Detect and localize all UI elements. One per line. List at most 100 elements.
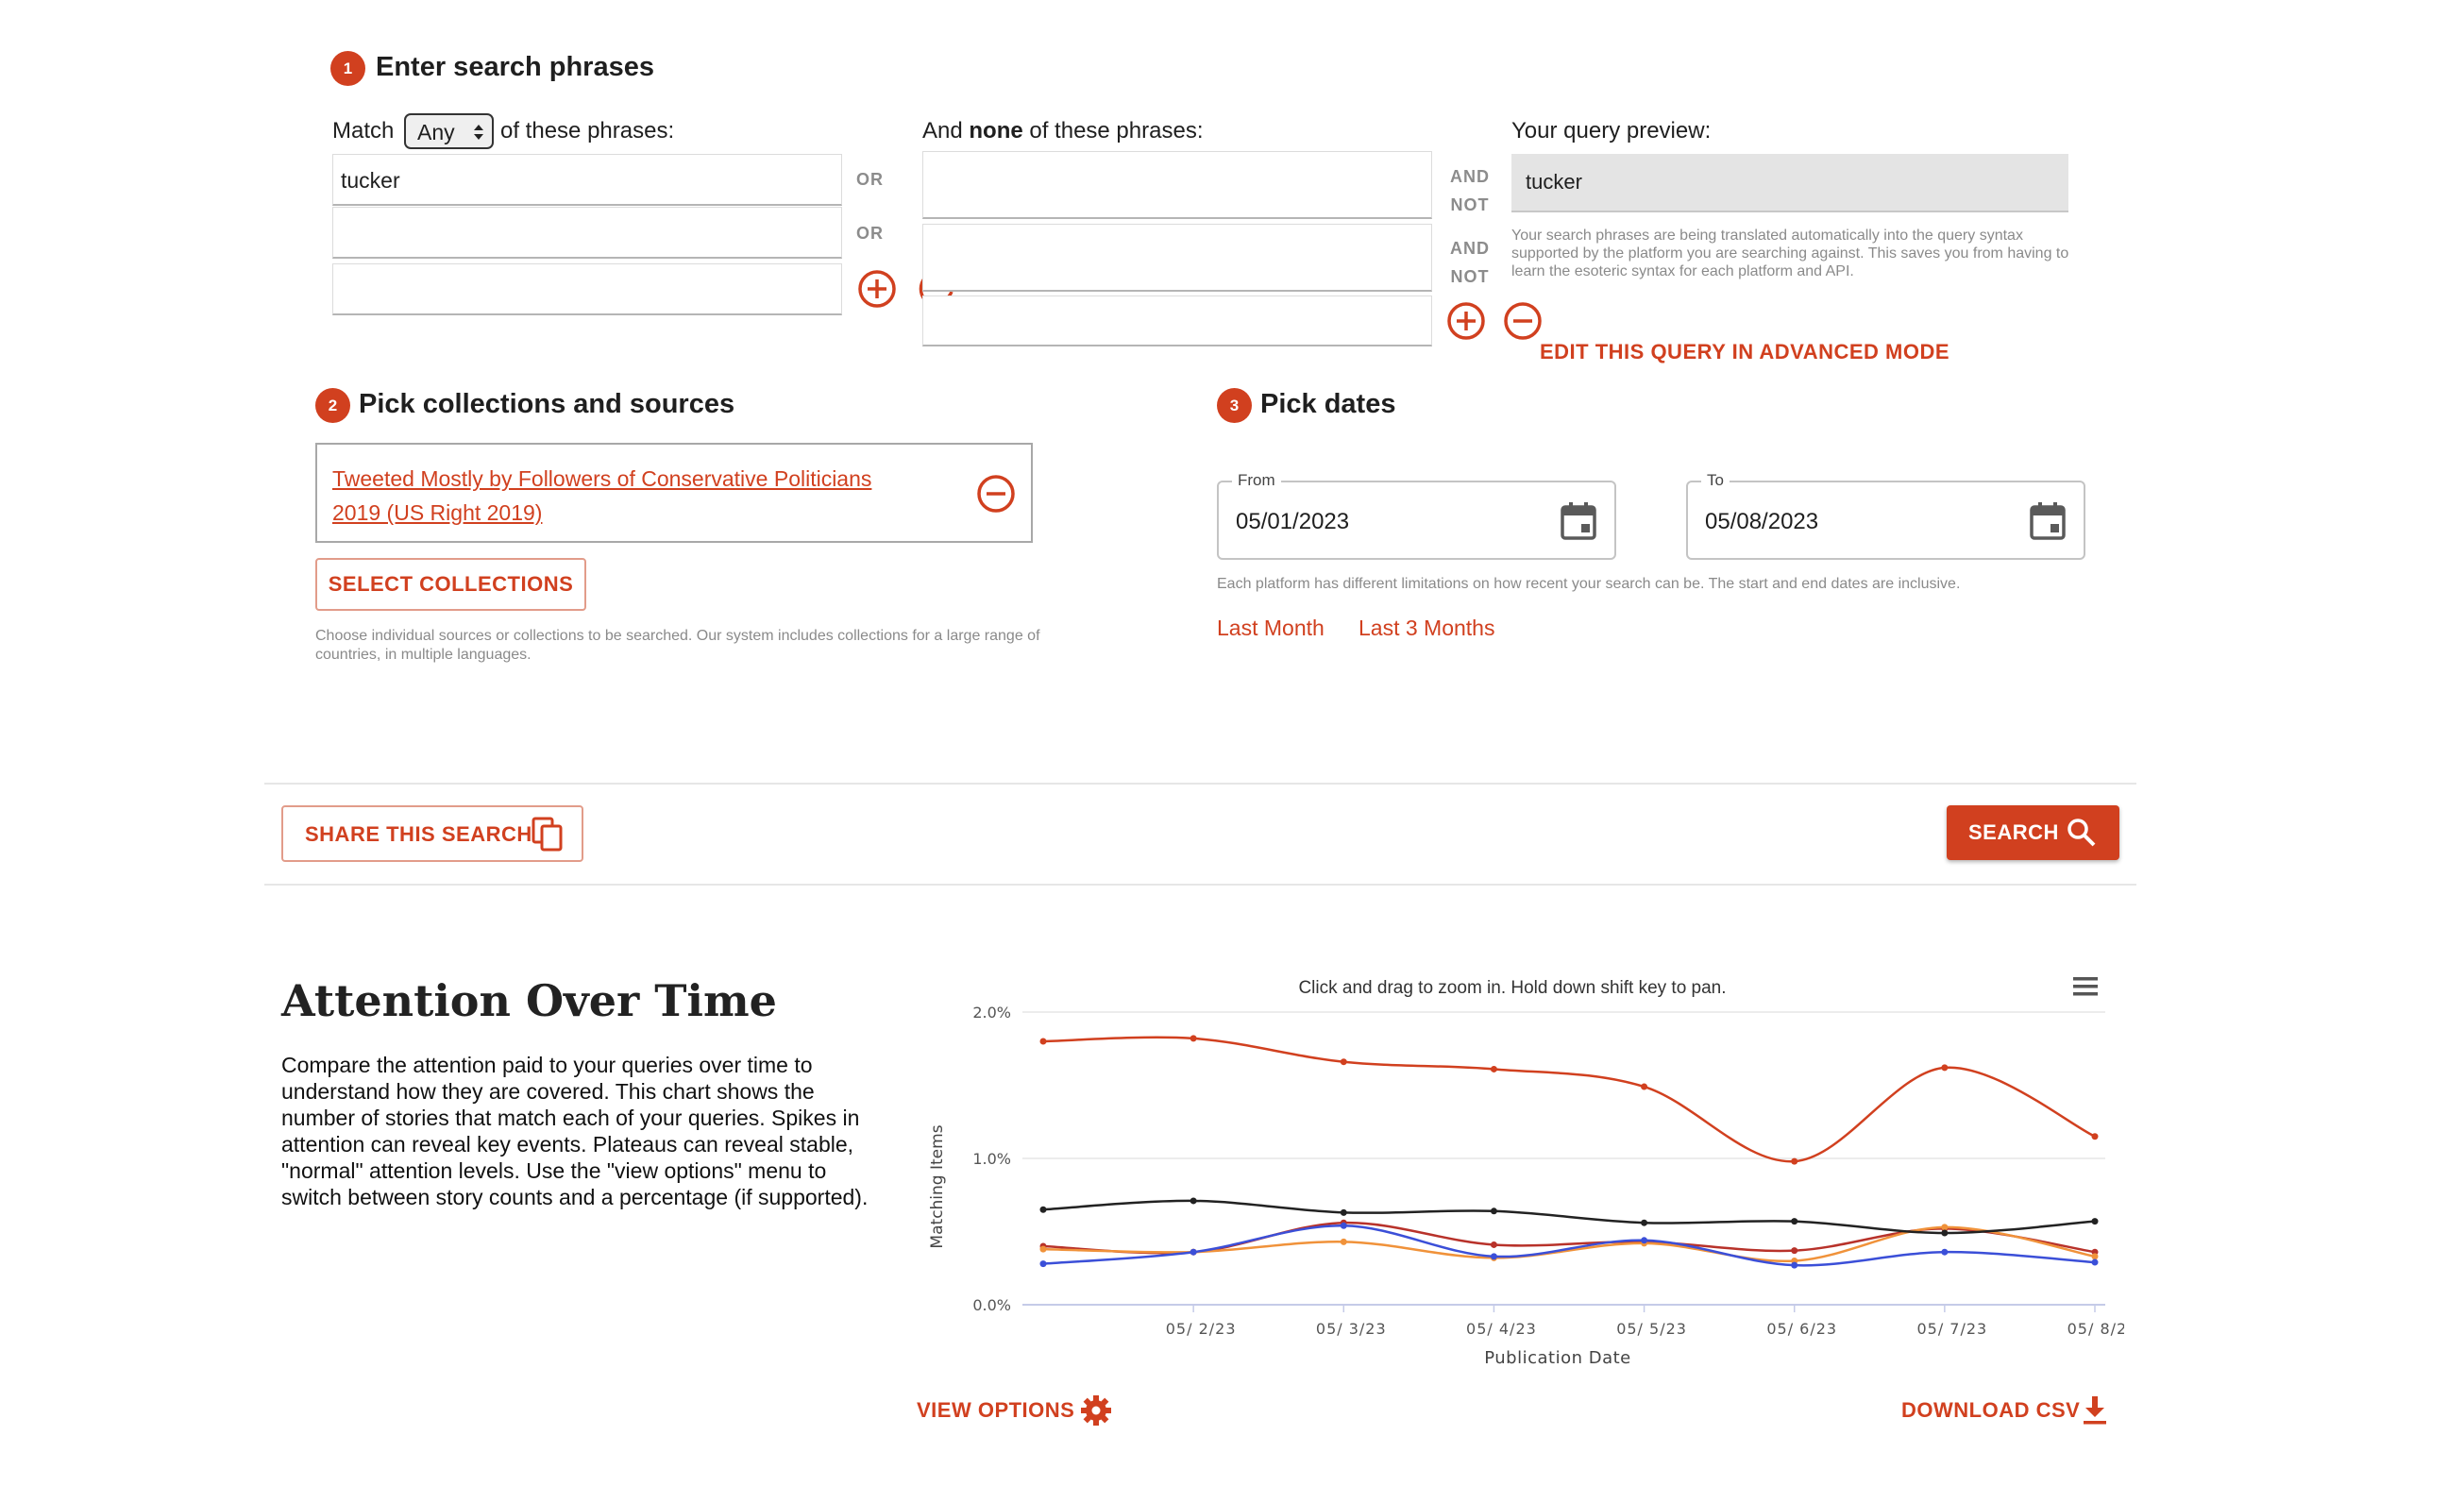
data-point-red bbox=[1490, 1065, 1497, 1072]
search-button-label: SEARCH bbox=[1968, 820, 2059, 844]
match-select-value: Any bbox=[417, 120, 455, 144]
none-phrases-label: And none of these phrases: bbox=[922, 118, 1204, 144]
attention-description: Compare the attention paid to your queri… bbox=[281, 1053, 869, 1209]
data-point-blue bbox=[1941, 1248, 1949, 1256]
y-tick-label: 2.0% bbox=[972, 1004, 1011, 1022]
calendar-icon[interactable] bbox=[2029, 501, 2067, 541]
chart-menu-icon[interactable] bbox=[2073, 976, 2098, 997]
divider-bottom bbox=[264, 884, 2136, 886]
data-point-black bbox=[1791, 1218, 1798, 1225]
data-point-red bbox=[1941, 1064, 1949, 1072]
data-point-red bbox=[1190, 1035, 1197, 1042]
collections-help: Choose individual sources or collections… bbox=[315, 628, 1040, 663]
data-point-orange bbox=[1039, 1245, 1047, 1253]
data-point-orange bbox=[1340, 1238, 1347, 1245]
match-select[interactable]: Any bbox=[404, 113, 494, 149]
any-phrase-input-2[interactable] bbox=[332, 207, 842, 259]
data-point-black bbox=[1039, 1206, 1047, 1213]
data-point-blue bbox=[1641, 1237, 1648, 1244]
attention-title: Attention Over Time bbox=[281, 975, 777, 1026]
none-phrase-input-3[interactable] bbox=[922, 296, 1432, 346]
series-line-black bbox=[1042, 1199, 2096, 1235]
x-tick-label: 05/ 7/23 bbox=[1916, 1320, 1987, 1338]
add-any-phrase-icon[interactable] bbox=[857, 269, 897, 309]
data-point-orange bbox=[2091, 1253, 2099, 1260]
collection-link[interactable]: Tweeted Mostly by Followers of Conservat… bbox=[332, 466, 872, 525]
calendar-icon[interactable] bbox=[1560, 501, 1597, 541]
match-prefix: Match bbox=[332, 118, 395, 144]
data-point-red bbox=[2091, 1133, 2099, 1140]
step-3-badge: 3 bbox=[1217, 388, 1252, 423]
dates-help: Each platform has different limitations … bbox=[1217, 576, 1961, 592]
and-not-connector-1: AND NOT bbox=[1450, 167, 1490, 214]
selected-collection-card: Tweeted Mostly by Followers of Conservat… bbox=[315, 443, 1033, 543]
x-tick-label: 05/ 6/23 bbox=[1766, 1320, 1837, 1338]
query-preview-label: Your query preview: bbox=[1511, 118, 1712, 144]
chart-subtitle: Click and drag to zoom in. Hold down shi… bbox=[1298, 978, 1726, 998]
share-search-button[interactable]: SHARE THIS SEARCH bbox=[281, 805, 583, 862]
to-date-label: To bbox=[1701, 471, 1730, 490]
x-tick-label: 05/ 3/23 bbox=[1316, 1320, 1387, 1338]
any-phrase-input-3[interactable] bbox=[332, 263, 842, 315]
data-point-darkred bbox=[1490, 1241, 1497, 1248]
data-point-red bbox=[1039, 1038, 1047, 1045]
or-connector-1: OR bbox=[856, 170, 884, 189]
select-arrows-icon bbox=[474, 125, 483, 140]
any-phrase-input-1[interactable]: tucker bbox=[332, 154, 842, 206]
from-date-value: 05/01/2023 bbox=[1236, 509, 1350, 534]
step-1-title: Enter search phrases bbox=[376, 52, 654, 82]
query-preview-box: tucker bbox=[1511, 154, 2068, 212]
data-point-blue bbox=[2091, 1258, 2099, 1266]
view-options-label: VIEW OPTIONS bbox=[917, 1398, 1075, 1422]
x-tick-label: 05/ 5/23 bbox=[1616, 1320, 1687, 1338]
none-phrase-input-2[interactable] bbox=[922, 224, 1432, 292]
series-line-orange bbox=[1042, 1225, 2096, 1263]
series-line-red bbox=[1042, 1036, 2096, 1163]
step-1-badge: 1 bbox=[330, 51, 365, 86]
x-tick-label: 05/ 2/23 bbox=[1166, 1320, 1237, 1338]
remove-none-phrase-icon[interactable] bbox=[1503, 301, 1543, 341]
add-none-phrase-icon[interactable] bbox=[1446, 301, 1486, 341]
none-phrase-input-1[interactable] bbox=[922, 151, 1432, 219]
data-point-blue bbox=[1490, 1253, 1497, 1260]
data-point-black bbox=[1190, 1197, 1197, 1205]
search-icon bbox=[2067, 819, 2096, 847]
edit-advanced-mode-link[interactable]: EDIT THIS QUERY IN ADVANCED MODE bbox=[1540, 340, 1950, 363]
data-point-blue bbox=[1190, 1248, 1197, 1256]
remove-collection-icon[interactable] bbox=[976, 474, 1016, 514]
search-button[interactable]: SEARCH bbox=[1947, 805, 2119, 860]
data-point-blue bbox=[1039, 1260, 1047, 1268]
from-date-label: From bbox=[1232, 471, 1281, 490]
to-date-field[interactable]: To 05/08/2023 bbox=[1686, 471, 2085, 560]
data-point-black bbox=[1641, 1219, 1648, 1226]
y-tick-label: 0.0% bbox=[972, 1296, 1011, 1314]
y-axis-title: Matching Items bbox=[928, 1124, 947, 1248]
line-chart[interactable]: Click and drag to zoom in. Hold down shi… bbox=[906, 954, 2136, 1369]
last-3-months-link[interactable]: Last 3 Months bbox=[1359, 616, 1495, 640]
series-line-blue bbox=[1042, 1224, 2096, 1267]
download-icon bbox=[2084, 1396, 2106, 1425]
data-point-red bbox=[1641, 1083, 1648, 1090]
x-tick-label: 05/ 8/23 bbox=[2067, 1320, 2124, 1338]
select-collections-button[interactable]: SELECT COLLECTIONS bbox=[315, 558, 586, 611]
or-connector-2: OR bbox=[856, 224, 884, 243]
step-2-title: Pick collections and sources bbox=[359, 389, 735, 419]
data-point-red bbox=[1791, 1157, 1798, 1165]
attention-chart[interactable]: Click and drag to zoom in. Hold down shi… bbox=[906, 954, 2136, 1369]
to-date-value: 05/08/2023 bbox=[1705, 509, 1819, 534]
y-tick-label: 1.0% bbox=[972, 1150, 1011, 1168]
data-point-black bbox=[2091, 1218, 2099, 1225]
x-tick-label: 05/ 4/23 bbox=[1466, 1320, 1537, 1338]
from-date-field[interactable]: From 05/01/2023 bbox=[1217, 471, 1616, 560]
data-point-orange bbox=[1941, 1224, 1949, 1231]
divider-top bbox=[264, 783, 2136, 785]
and-not-connector-2: AND NOT bbox=[1450, 239, 1490, 286]
query-preview-help: Your search phrases are being translated… bbox=[1511, 228, 2069, 279]
match-suffix: of these phrases: bbox=[500, 118, 675, 144]
gear-icon bbox=[1081, 1395, 1111, 1426]
download-csv-label: DOWNLOAD CSV bbox=[1901, 1398, 2081, 1422]
data-point-blue bbox=[1791, 1261, 1798, 1269]
step-2-badge: 2 bbox=[315, 388, 350, 423]
data-point-black bbox=[1340, 1208, 1347, 1216]
last-month-link[interactable]: Last Month bbox=[1217, 616, 1325, 640]
